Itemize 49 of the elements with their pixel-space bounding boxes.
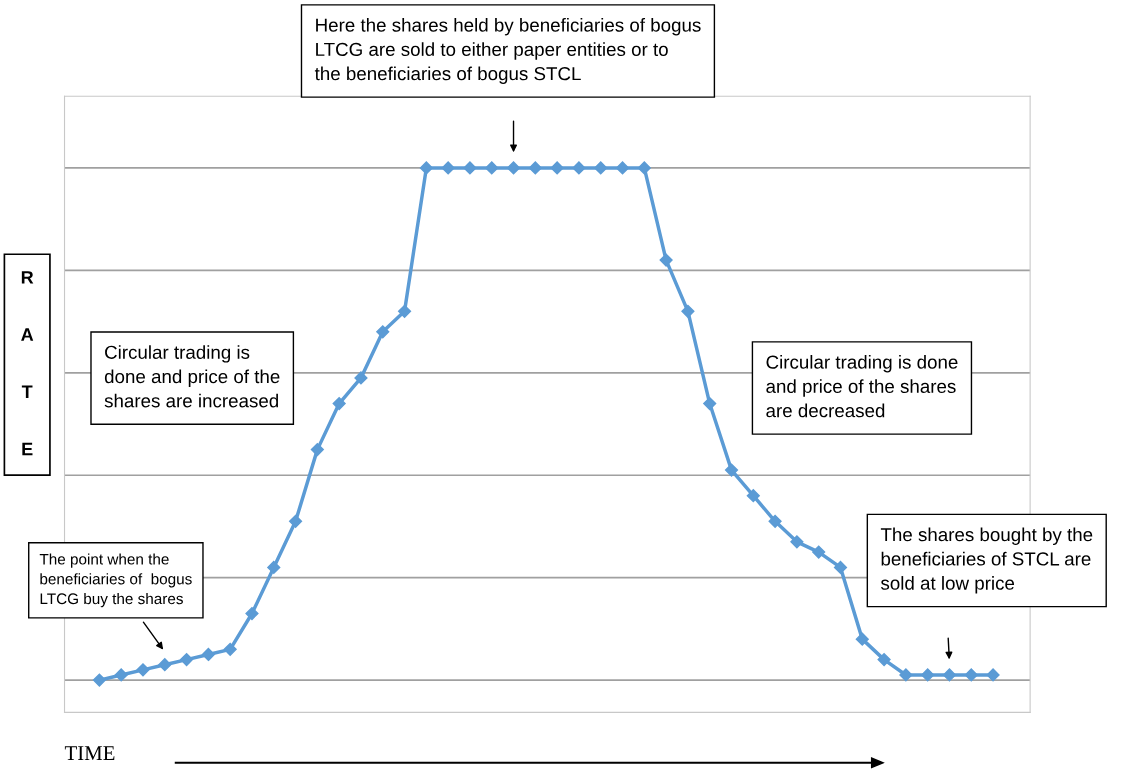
point [441, 161, 455, 175]
annotation: Circular trading is done and price of the shares are increased [104, 345, 280, 408]
point [223, 642, 237, 656]
annotation: Circular trading is done and price of the shares are decreased [766, 355, 958, 418]
point [485, 161, 499, 175]
point [419, 161, 433, 175]
point [790, 535, 804, 549]
point [463, 161, 477, 175]
point [703, 396, 717, 411]
x-axis-title: TIME [64, 746, 115, 760]
point [114, 668, 128, 682]
point [768, 514, 782, 528]
point [572, 161, 586, 175]
point [833, 560, 848, 575]
point [528, 161, 542, 175]
point [921, 668, 935, 682]
point [899, 668, 913, 682]
text: Here the shares held by beneficiaries of bogus LTCG are sold to either paper entities or to the beneficiaries of bogus STCL [314, 17, 701, 84]
point [812, 545, 826, 559]
point [376, 325, 390, 339]
point [245, 606, 259, 621]
point [964, 668, 978, 682]
point [354, 371, 368, 385]
point [332, 396, 346, 411]
point [615, 161, 630, 175]
point [136, 663, 150, 677]
point [637, 161, 651, 175]
point [506, 161, 521, 175]
point [158, 658, 172, 672]
point [681, 304, 695, 318]
point [179, 653, 194, 667]
point [288, 514, 303, 528]
point [310, 443, 324, 457]
annotation: The point when the beneficiaries of bogus LTCG buy the shares [39, 553, 192, 608]
point [855, 632, 869, 646]
point [942, 668, 957, 682]
point [594, 161, 608, 175]
point [201, 647, 215, 662]
point [724, 463, 739, 477]
point [659, 253, 673, 267]
annotation: The shares bought by the beneficiaries of STCL are sold at low price [880, 527, 1093, 594]
point [746, 489, 760, 503]
point [397, 304, 412, 318]
point [92, 673, 106, 687]
point [267, 560, 281, 575]
point [550, 161, 564, 175]
text: RATE [21, 271, 34, 456]
point [986, 668, 1000, 682]
point [877, 653, 891, 667]
